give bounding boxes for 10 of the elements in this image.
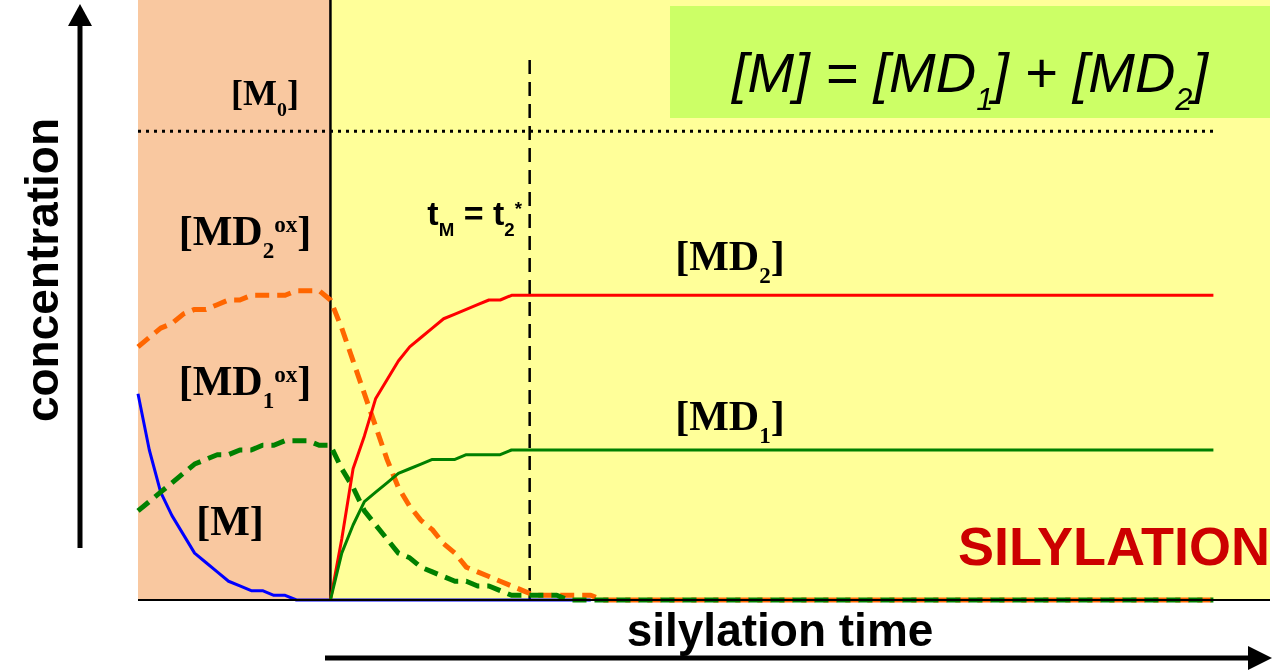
series-label: [MD$_{2}$$^{ox}$]	[178, 208, 312, 263]
series-label: [M]	[196, 498, 264, 544]
series-label: [MD$_{1}$]	[675, 393, 785, 448]
annotation: SILYLATION	[957, 516, 1270, 576]
x-axis-title: silylation time	[626, 604, 934, 656]
series-label: [MD$_{2}$]	[675, 233, 785, 288]
series-label: [MD$_{1}$$^{ox}$]	[178, 358, 312, 413]
text: [M] = [MD$_{1}$] + [MD$_{2}$]	[729, 41, 1210, 117]
y-axis-title: concentration	[16, 117, 68, 423]
series-label: [M$_{0}$]	[231, 73, 299, 120]
